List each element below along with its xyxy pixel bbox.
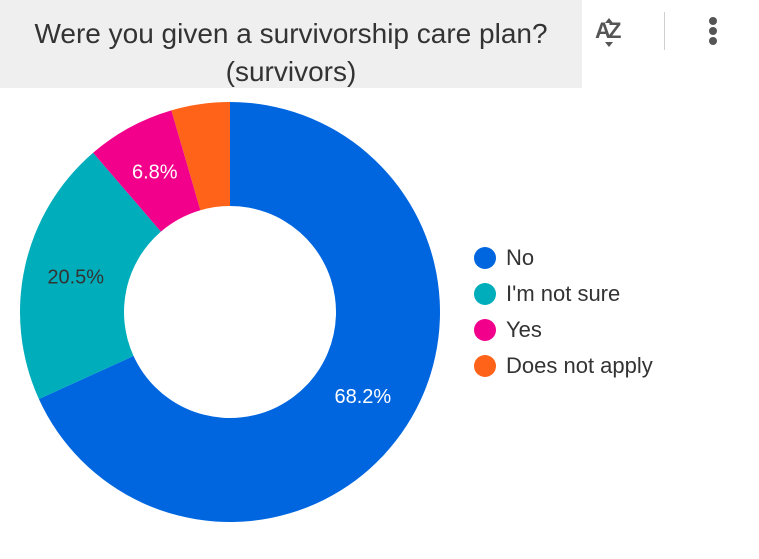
legend-label: Does not apply — [506, 353, 653, 378]
legend-item[interactable]: I'm not sure — [474, 276, 653, 312]
toolbar-divider — [664, 12, 665, 50]
legend-swatch — [474, 247, 496, 269]
chart-title: Were you given a survivorship care plan? — [34, 18, 548, 49]
chart-legend: No I'm not sure Yes Does not apply — [474, 240, 653, 384]
slice-yes[interactable] — [93, 110, 201, 232]
slice-does-not-apply[interactable] — [171, 102, 230, 211]
data-label: 68.2% — [335, 386, 392, 408]
legend-label: I'm not sure — [506, 281, 621, 306]
sort-az-icon: A Z — [595, 18, 621, 47]
sort-button[interactable]: A Z — [592, 12, 628, 52]
legend-swatch — [474, 283, 496, 305]
chart-subtitle: (survivors) — [225, 56, 357, 87]
chart-toolbar: A Z — [582, 0, 759, 88]
svg-text:A: A — [595, 18, 611, 43]
legend-item[interactable]: Does not apply — [474, 348, 653, 384]
legend-label: No — [506, 245, 535, 270]
slice-no[interactable] — [38, 102, 440, 523]
more-vertical-icon — [709, 17, 717, 45]
chart-title-box: Were you given a survivorship care plan?… — [0, 0, 582, 88]
data-label: 20.5% — [47, 266, 104, 288]
svg-text:Z: Z — [608, 18, 621, 43]
data-label: 6.8% — [132, 161, 178, 183]
more-options-button[interactable] — [698, 12, 728, 52]
legend-item[interactable]: No — [474, 240, 653, 276]
legend-label: Yes — [506, 317, 542, 342]
legend-swatch — [474, 319, 496, 341]
legend-item[interactable]: Yes — [474, 312, 653, 348]
slice-i-m-not-sure[interactable] — [20, 152, 161, 400]
legend-swatch — [474, 355, 496, 377]
